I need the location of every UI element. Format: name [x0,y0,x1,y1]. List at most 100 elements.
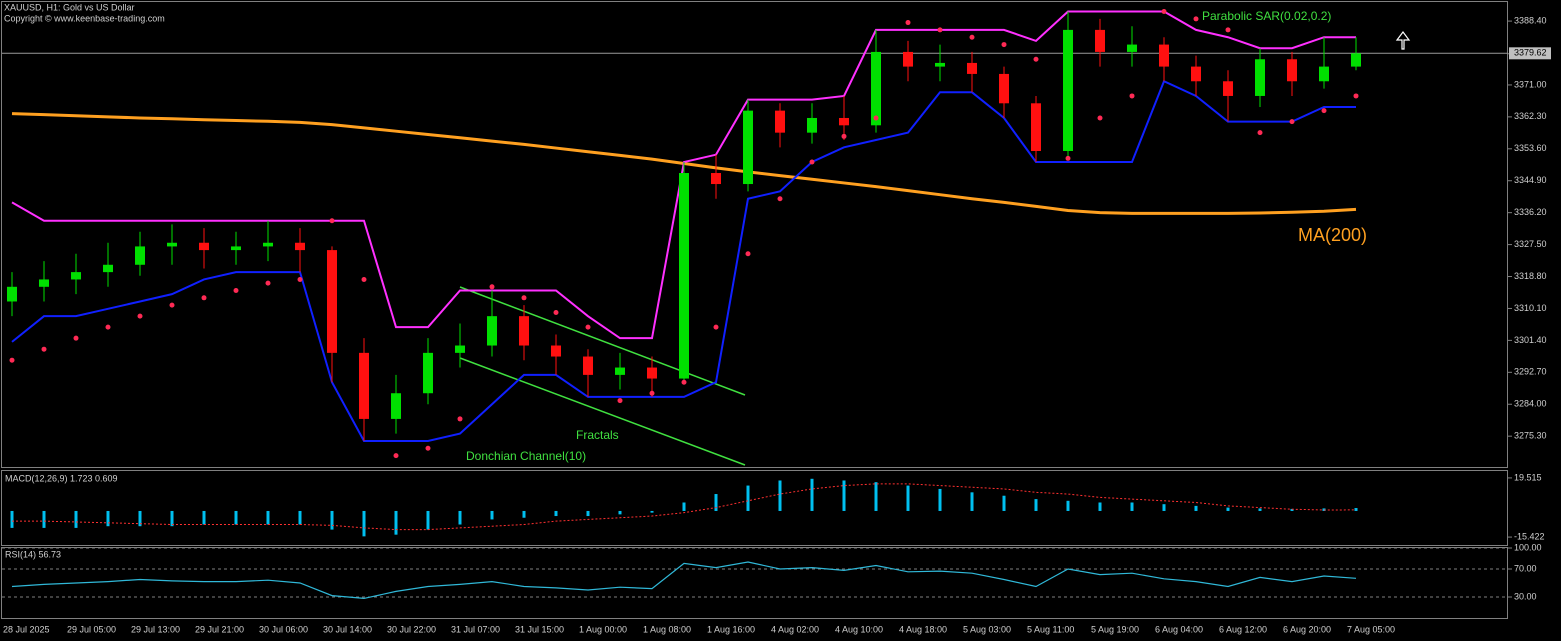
y-tick-label: 3371.00 [1514,79,1547,89]
macd-bar [618,510,622,515]
sar-dot [1321,108,1327,114]
macd-signal [12,483,1357,531]
x-tick-label: 1 Aug 08:00 [643,624,691,634]
x-tick-label: 29 Jul 05:00 [67,624,116,634]
candle-body [327,250,337,353]
macd-bar [810,478,814,511]
sar-dot [201,295,207,301]
candle-body [615,367,625,375]
sar-dot [873,115,879,121]
macd-bar [426,510,430,530]
macd-bar [106,510,110,527]
candle-body [167,242,177,247]
y-tick-label: 3310.10 [1514,303,1547,313]
sar-dot [297,276,303,282]
x-tick-label: 4 Aug 02:00 [771,624,819,634]
candle-body [359,352,369,419]
candle-body [711,173,721,185]
macd-bar [266,510,270,525]
x-tick-label: 5 Aug 19:00 [1091,624,1139,634]
y-tick-label: 70.00 [1514,563,1537,573]
macd-bar [650,510,654,513]
candle-body [1063,29,1073,152]
sar-dot [1097,115,1103,121]
macd-bar [42,510,46,528]
chart-subtitle: Copyright © www.keenbase-trading.com [4,13,165,23]
sar-dot [585,324,591,330]
macd-bar [554,510,558,517]
y-tick-label: 3327.50 [1514,239,1547,249]
macd-bar [778,480,782,511]
macd-bar [1354,508,1358,511]
x-tick-label: 31 Jul 15:00 [515,624,564,634]
sar-dot [1193,16,1199,22]
macd-bar [202,510,206,525]
candle-body [1191,66,1201,82]
candle-body [7,286,17,302]
candle-body [807,117,817,133]
annotation: Fractals [576,428,619,442]
candle-body [775,110,785,133]
macd-bar [906,485,910,511]
sar-dot [521,295,527,301]
y-tick-label: 3388.40 [1514,15,1547,25]
sar-dot [425,445,431,451]
sar-dot [169,302,175,308]
macd-bar [74,510,78,528]
candle-body [295,242,305,251]
macd-bar [1194,505,1198,511]
sar-dot [553,309,559,315]
x-tick-label: 30 Jul 14:00 [323,624,372,634]
sar-dot [329,218,335,224]
y-tick-label: 3292.70 [1514,367,1547,377]
sar-dot [1161,9,1167,15]
candle-body [999,73,1009,104]
sar-dot [905,20,911,26]
x-tick-label: 5 Aug 03:00 [963,624,1011,634]
y-tick-label: -15.422 [1514,531,1545,541]
x-tick-label: 7 Aug 05:00 [1347,624,1395,634]
macd-bar [490,510,494,520]
sar-dot [1257,130,1263,136]
main-panel-frame [1,1,1508,468]
macd-bar [586,510,590,517]
overlay-label: Parabolic SAR(0.02,0.2) [1202,9,1331,23]
sar-dot [777,196,783,202]
candle-body [39,279,49,287]
sar-dot [393,453,399,459]
sar-dot [1065,155,1071,161]
candle-body [1031,103,1041,152]
chart-title: XAUUSD, H1: Gold vs US Dollar [4,2,135,12]
x-tick-label: 29 Jul 21:00 [195,624,244,634]
candle-body [199,242,209,251]
macd-bar [1034,499,1038,511]
macd-bar [1066,500,1070,511]
x-tick-label: 4 Aug 18:00 [899,624,947,634]
y-tick-label: 3344.90 [1514,175,1547,185]
macd-bar [1002,495,1006,511]
last-price-label: 3379.62 [1514,48,1547,58]
donchian-lower [11,79,1356,442]
candle-body [1319,66,1329,82]
macd-bar [1098,502,1102,511]
macd-bar [1130,502,1134,511]
candle-body [903,51,913,67]
candle-body [743,110,753,185]
y-tick-label: 3275.30 [1514,431,1547,441]
rsi-title: RSI(14) 56.73 [5,549,61,559]
sar-dot [937,27,943,33]
sar-dot [841,133,847,139]
y-tick-label: 30.00 [1514,591,1537,601]
sar-dot [9,357,15,363]
x-tick-label: 6 Aug 04:00 [1155,624,1203,634]
x-tick-label: 28 Jul 2025 [3,624,50,634]
candle-body [391,393,401,419]
sar-dot [969,34,975,40]
macd-bar [746,485,750,511]
candle-body [103,264,113,273]
y-tick-label: 3362.30 [1514,111,1547,121]
last-price-box [1509,47,1551,60]
x-tick-label: 30 Jul 06:00 [259,624,308,634]
